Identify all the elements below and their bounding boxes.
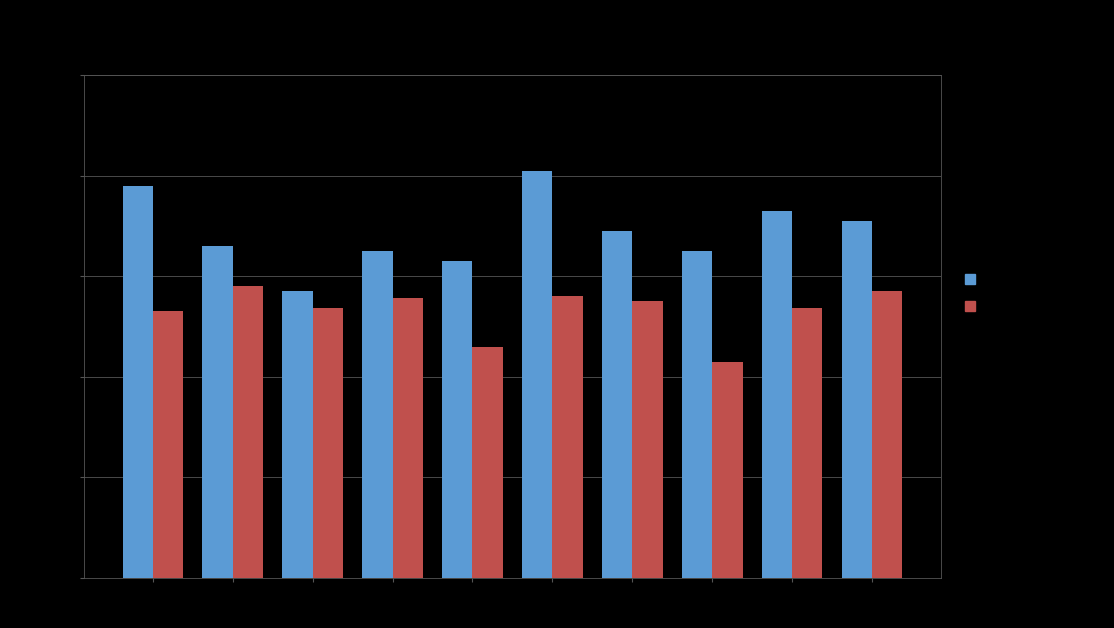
Bar [553,296,583,578]
Bar [682,251,712,578]
Bar [522,171,553,578]
Bar [872,291,902,578]
Bar [792,308,822,578]
Bar [362,251,392,578]
Bar [841,221,872,578]
Bar [203,246,233,578]
Bar [233,286,263,578]
Bar [602,231,633,578]
Bar [313,308,343,578]
Bar [442,261,472,578]
Bar [392,298,423,578]
Bar [762,211,792,578]
Bar [282,291,313,578]
Bar [472,347,502,578]
Legend: , : , [966,273,986,314]
Bar [123,186,153,578]
Bar [633,301,663,578]
Bar [712,362,743,578]
Bar [153,311,184,578]
